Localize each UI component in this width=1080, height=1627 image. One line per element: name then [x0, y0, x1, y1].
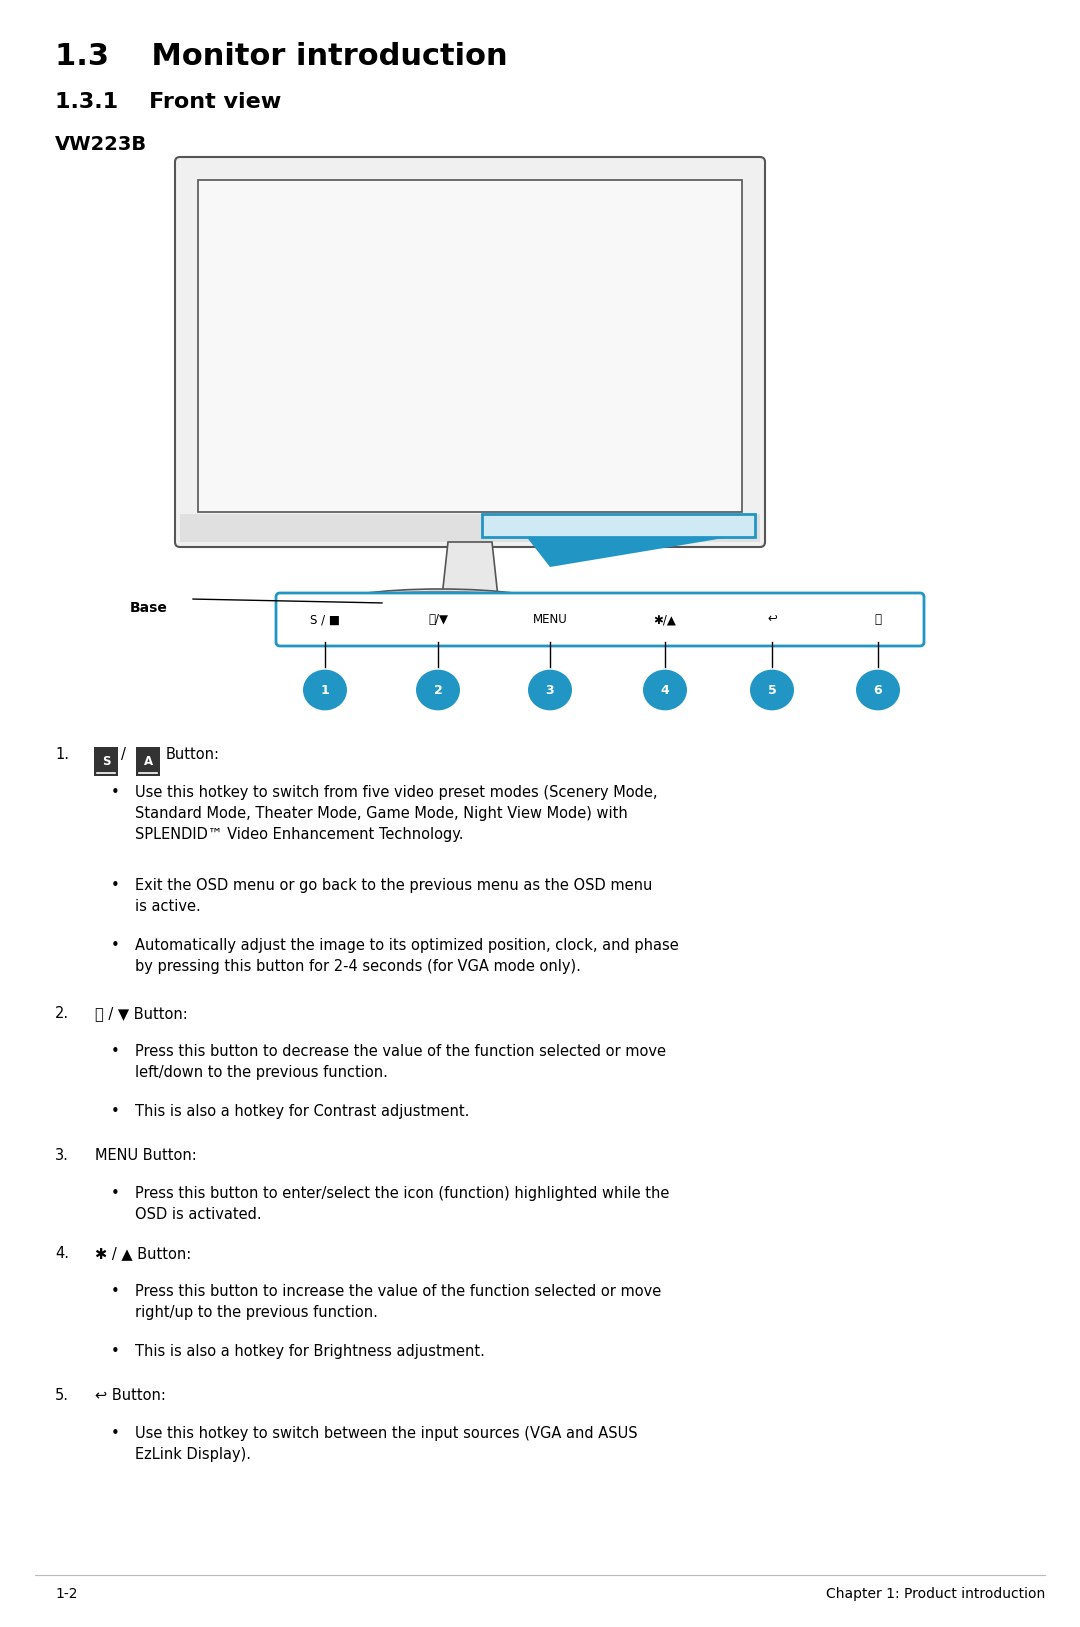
Text: MENU Button:: MENU Button: — [95, 1149, 197, 1163]
Text: 3.: 3. — [55, 1149, 69, 1163]
Text: This is also a hotkey for Brightness adjustment.: This is also a hotkey for Brightness adj… — [135, 1344, 485, 1359]
Text: 4: 4 — [661, 683, 670, 696]
Text: VW223B: VW223B — [55, 135, 147, 155]
FancyBboxPatch shape — [276, 592, 924, 646]
Text: This is also a hotkey for Contrast adjustment.: This is also a hotkey for Contrast adjus… — [135, 1105, 470, 1119]
Text: Automatically adjust the image to its optimized position, clock, and phase
by pr: Automatically adjust the image to its op… — [135, 939, 678, 975]
Text: 1.: 1. — [55, 747, 69, 761]
Text: •: • — [110, 879, 120, 893]
Text: •: • — [110, 1045, 120, 1059]
Text: 3: 3 — [545, 683, 554, 696]
Text: 5.: 5. — [55, 1388, 69, 1402]
Text: 1.3    Monitor introduction: 1.3 Monitor introduction — [55, 42, 508, 72]
Text: Exit the OSD menu or go back to the previous menu as the OSD menu
is active.: Exit the OSD menu or go back to the prev… — [135, 879, 652, 914]
Text: Press this button to increase the value of the function selected or move
right/u: Press this button to increase the value … — [135, 1284, 661, 1319]
Text: 2: 2 — [434, 683, 443, 696]
Text: 1: 1 — [321, 683, 329, 696]
Text: 4.: 4. — [55, 1246, 69, 1261]
FancyBboxPatch shape — [94, 747, 118, 776]
Text: ⓞ/▼: ⓞ/▼ — [428, 613, 448, 626]
Text: ✱ / ▲ Button:: ✱ / ▲ Button: — [95, 1246, 191, 1261]
Text: Chapter 1: Product introduction: Chapter 1: Product introduction — [826, 1586, 1045, 1601]
Text: •: • — [110, 939, 120, 953]
Text: 1-2: 1-2 — [55, 1586, 78, 1601]
Text: MENU: MENU — [532, 613, 567, 626]
Text: Use this hotkey to switch between the input sources (VGA and ASUS
EzLink Display: Use this hotkey to switch between the in… — [135, 1425, 637, 1463]
Text: S / ■: S / ■ — [310, 613, 340, 626]
Text: ⓞ / ▼ Button:: ⓞ / ▼ Button: — [95, 1005, 188, 1022]
Text: ↩ Button:: ↩ Button: — [95, 1388, 166, 1402]
Text: 5: 5 — [768, 683, 777, 696]
Ellipse shape — [643, 670, 687, 711]
Text: 6: 6 — [874, 683, 882, 696]
Text: Base: Base — [130, 600, 167, 615]
Text: •: • — [110, 1105, 120, 1119]
Text: S: S — [102, 755, 110, 768]
Text: Button:: Button: — [166, 747, 220, 761]
Bar — [482, 514, 755, 537]
Ellipse shape — [856, 670, 900, 711]
Ellipse shape — [750, 670, 794, 711]
Polygon shape — [527, 537, 730, 566]
Text: Use this hotkey to switch from five video preset modes (Scenery Mode,
Standard M: Use this hotkey to switch from five vide… — [135, 784, 658, 843]
Text: •: • — [110, 1284, 120, 1298]
Text: •: • — [110, 1344, 120, 1359]
Ellipse shape — [303, 670, 347, 711]
Text: 1.3.1    Front view: 1.3.1 Front view — [55, 93, 281, 112]
Text: •: • — [110, 1425, 120, 1442]
FancyBboxPatch shape — [175, 156, 765, 547]
Text: 2.: 2. — [55, 1005, 69, 1022]
Text: •: • — [110, 784, 120, 800]
Text: /: / — [121, 747, 126, 761]
Text: ↩: ↩ — [767, 613, 777, 626]
Bar — [180, 514, 760, 542]
Text: ⏻: ⏻ — [875, 613, 881, 626]
Ellipse shape — [330, 589, 550, 622]
FancyBboxPatch shape — [136, 747, 160, 776]
Ellipse shape — [528, 670, 572, 711]
Text: •: • — [110, 1186, 120, 1201]
Polygon shape — [442, 542, 498, 597]
Text: ✱/▲: ✱/▲ — [653, 613, 676, 626]
Text: Press this button to enter/select the icon (function) highlighted while the
OSD : Press this button to enter/select the ic… — [135, 1186, 670, 1222]
Text: A: A — [144, 755, 152, 768]
Ellipse shape — [416, 670, 460, 711]
FancyBboxPatch shape — [198, 181, 742, 513]
Text: Press this button to decrease the value of the function selected or move
left/do: Press this button to decrease the value … — [135, 1045, 666, 1080]
